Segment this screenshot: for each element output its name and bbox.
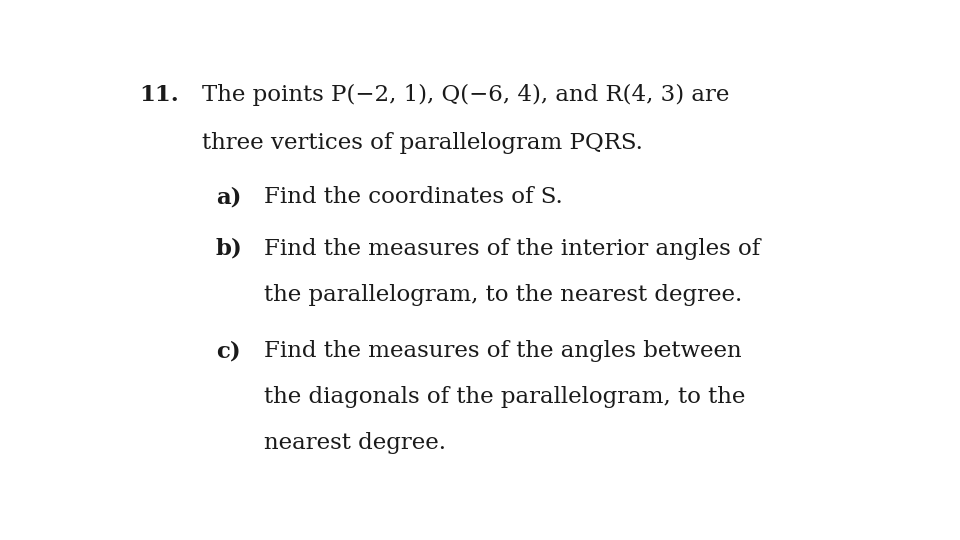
Text: a): a) xyxy=(216,186,241,208)
Text: three vertices of parallelogram PQRS.: three vertices of parallelogram PQRS. xyxy=(202,132,642,154)
Text: 11.: 11. xyxy=(139,84,179,106)
Text: c): c) xyxy=(216,340,241,362)
Text: Find the coordinates of S.: Find the coordinates of S. xyxy=(264,186,563,208)
Text: The points P(−2, 1), Q(−6, 4), and R(4, 3) are: The points P(−2, 1), Q(−6, 4), and R(4, … xyxy=(202,84,729,106)
Text: the diagonals of the parallelogram, to the: the diagonals of the parallelogram, to t… xyxy=(264,386,745,408)
Text: the parallelogram, to the nearest degree.: the parallelogram, to the nearest degree… xyxy=(264,284,742,306)
Text: Find the measures of the interior angles of: Find the measures of the interior angles… xyxy=(264,238,760,260)
Text: b): b) xyxy=(216,238,243,260)
Text: nearest degree.: nearest degree. xyxy=(264,432,446,454)
Text: Find the measures of the angles between: Find the measures of the angles between xyxy=(264,340,742,362)
